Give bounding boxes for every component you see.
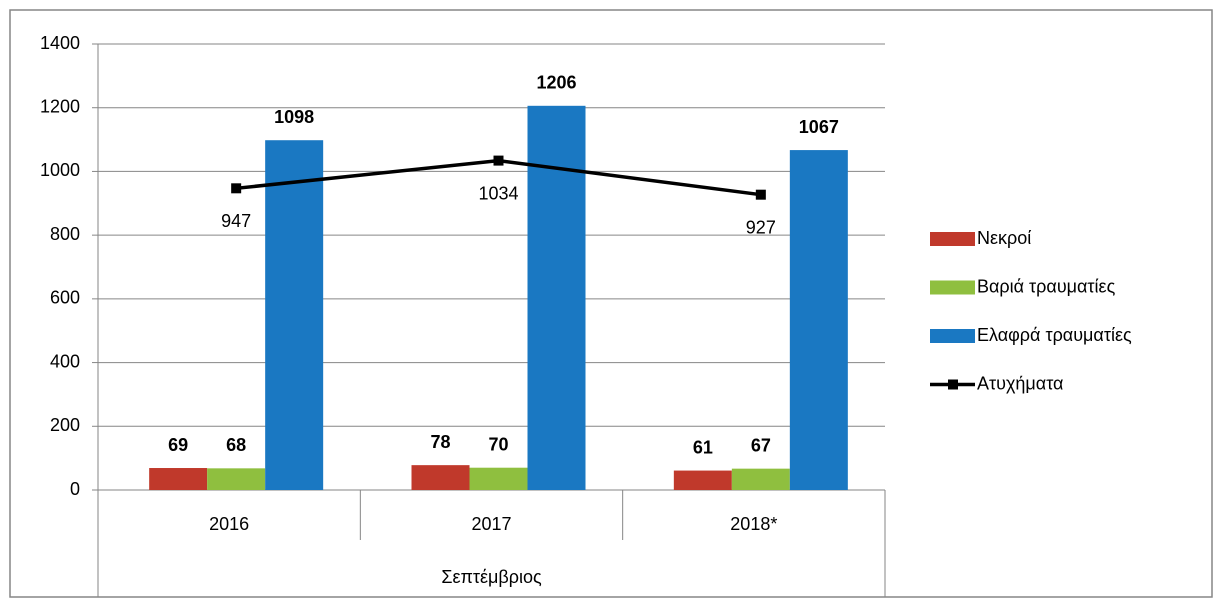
legend-label: Νεκροί <box>977 228 1031 248</box>
bar <box>149 468 208 490</box>
data-label: 1034 <box>478 183 518 203</box>
data-label: 68 <box>226 435 246 455</box>
line-marker <box>755 189 766 200</box>
bar <box>731 468 790 490</box>
chart-border <box>9 9 1213 598</box>
x-tick-label: 2018* <box>730 514 777 534</box>
data-label: 67 <box>751 435 771 455</box>
bar <box>673 470 732 490</box>
bar <box>265 140 324 491</box>
data-label: 61 <box>693 437 713 457</box>
x-tick-label: 2016 <box>209 514 249 534</box>
legend-label: Ατυχήματα <box>977 373 1063 393</box>
line-marker <box>493 155 504 166</box>
y-tick-label: 1200 <box>40 96 80 116</box>
bar <box>789 150 848 490</box>
category-group-label: Σεπτέμβριος <box>441 567 542 587</box>
y-tick-label: 1400 <box>40 33 80 53</box>
y-tick-label: 800 <box>50 224 80 244</box>
legend-swatch <box>948 379 958 390</box>
legend-label: Βαριά τραυματίες <box>977 276 1116 296</box>
data-label: 1098 <box>274 107 314 127</box>
bar <box>207 468 266 490</box>
bar <box>527 105 586 490</box>
legend-swatch <box>930 329 975 343</box>
data-label: 1206 <box>536 73 576 93</box>
data-label: 927 <box>746 217 776 237</box>
data-label: 947 <box>221 211 251 231</box>
data-label: 1067 <box>799 117 839 137</box>
bar <box>469 467 528 490</box>
data-label: 69 <box>168 435 188 455</box>
bar <box>411 465 470 490</box>
data-label: 78 <box>430 432 450 452</box>
y-tick-label: 1000 <box>40 160 80 180</box>
y-tick-label: 600 <box>50 288 80 308</box>
legend-swatch <box>930 232 975 246</box>
y-tick-label: 0 <box>70 479 80 499</box>
y-tick-label: 400 <box>50 351 80 371</box>
legend-swatch <box>930 280 975 295</box>
x-tick-label: 2017 <box>471 514 511 534</box>
data-label: 70 <box>488 434 508 454</box>
line-marker <box>231 183 242 194</box>
y-tick-label: 200 <box>50 415 80 435</box>
legend-label: Ελαφρά τραυματίες <box>977 325 1132 345</box>
